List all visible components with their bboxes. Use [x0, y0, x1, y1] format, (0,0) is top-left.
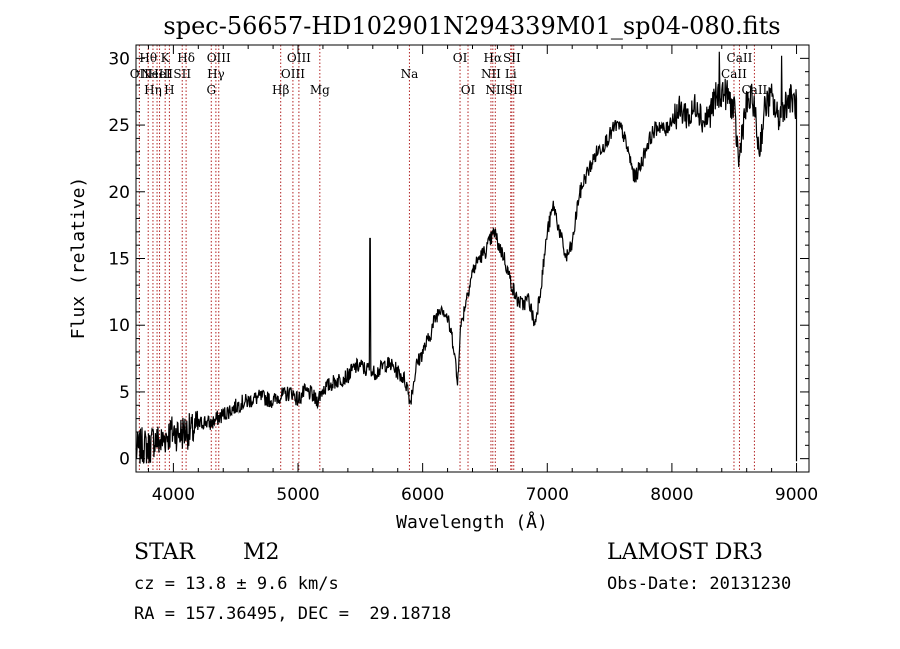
line-label-hθ: Hθ — [139, 51, 157, 65]
line-label-oiii: OIII — [281, 67, 305, 81]
x-axis-label: Wavelength (Å) — [396, 511, 548, 533]
line-label-g: G — [206, 83, 216, 97]
line-label-sii: SII — [173, 67, 191, 81]
chart-title: spec-56657-HD102901N294339M01_sp04-080.f… — [163, 12, 780, 40]
line-label-sii: SII — [503, 51, 521, 65]
y-tick-label: 0 — [119, 450, 130, 470]
axis-ticks: 4000 5000 6000 7000 8000 9000 0 5 10 15 20 25 30 — [108, 45, 818, 505]
line-label-caii: CaII — [727, 51, 753, 65]
line-label-caii: CaII — [741, 83, 767, 97]
observation-date: Obs-Date: 20131230 — [607, 574, 792, 594]
y-tick-label: 10 — [108, 316, 130, 336]
line-label-hβ: Hβ — [272, 83, 289, 97]
y-tick-label: 25 — [108, 116, 130, 136]
y-axis-label: Flux (relative) — [68, 177, 89, 340]
x-tick-label: 5000 — [276, 485, 319, 505]
line-label-neiii: NeIII — [141, 67, 173, 81]
object-class: STAR — [134, 540, 195, 565]
line-label-caii: CaII — [721, 67, 747, 81]
x-tick-label: 9000 — [775, 485, 818, 505]
line-label-oi: OI — [461, 83, 476, 97]
line-label-oii: OII — [130, 67, 150, 81]
y-tick-label: 30 — [108, 49, 130, 69]
line-label-hα: Hα — [484, 51, 503, 65]
object-subclass: M2 — [243, 540, 280, 565]
x-tick-label: 6000 — [401, 485, 444, 505]
line-label-oiii: OIII — [207, 51, 231, 65]
line-label-hγ: Hγ — [207, 67, 225, 81]
line-label-k: K — [161, 51, 171, 65]
x-tick-label: 7000 — [526, 485, 569, 505]
redshift-cz: cz = 13.8 ± 9.6 km/s — [134, 574, 339, 594]
line-label-na: Na — [401, 67, 419, 81]
line-label-nii: NII — [485, 83, 505, 97]
y-tick-label: 20 — [108, 183, 130, 203]
spectrum-series — [135, 51, 798, 464]
survey-name: LAMOST DR3 — [607, 540, 763, 565]
line-label-mg: Mg — [310, 83, 330, 97]
x-tick-label: 4000 — [152, 485, 195, 505]
line-label-hei: HeI — [148, 67, 171, 81]
line-label-nii: NII — [481, 67, 501, 81]
y-tick-label: 15 — [108, 250, 130, 270]
spectral-line-markers — [138, 45, 755, 472]
line-label-oiii: OIII — [287, 51, 311, 65]
coordinates: RA = 157.36495, DEC = 29.18718 — [134, 604, 452, 624]
line-label-hη: Hη — [144, 83, 162, 97]
line-label-li: Li — [505, 67, 517, 81]
spectrum-line — [135, 51, 798, 464]
line-label-sii: SII — [505, 83, 523, 97]
line-label-h: H — [164, 83, 174, 97]
x-tick-label: 8000 — [650, 485, 693, 505]
y-tick-label: 5 — [119, 383, 130, 403]
line-label-hδ: Hδ — [177, 51, 195, 65]
line-label-oi: OI — [453, 51, 468, 65]
